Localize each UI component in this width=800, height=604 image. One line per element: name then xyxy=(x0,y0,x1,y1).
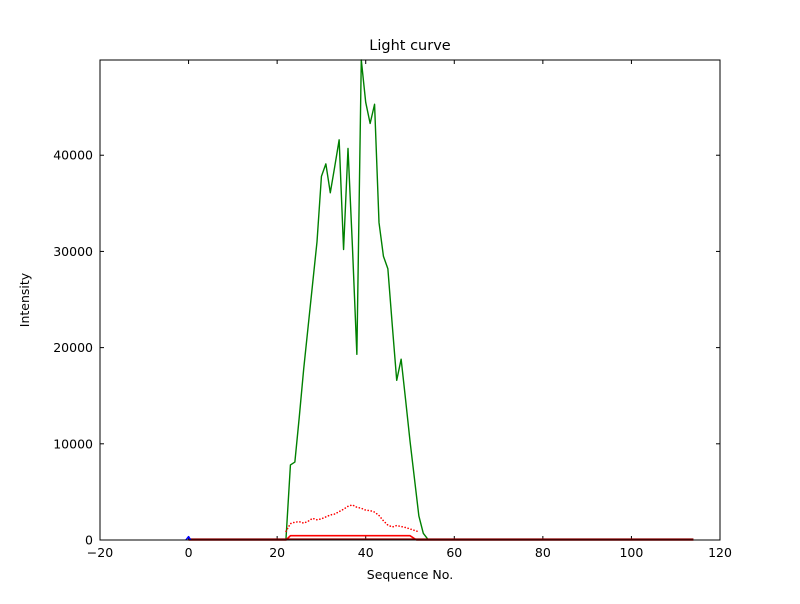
x-tick-label: 120 xyxy=(708,545,732,560)
x-tick-label: 0 xyxy=(185,545,193,560)
x-axis-label: Sequence No. xyxy=(367,567,453,582)
y-tick-label: 0 xyxy=(85,533,93,548)
x-tick-label: 40 xyxy=(358,545,374,560)
plot-series xyxy=(185,59,694,541)
chart-title: Light curve xyxy=(369,38,451,54)
series-background-dotted xyxy=(285,504,420,533)
x-tick-label: 60 xyxy=(446,545,462,560)
x-tick-label: 80 xyxy=(535,545,551,560)
y-tick-label: 10000 xyxy=(53,436,93,451)
series-main-lightcurve xyxy=(285,59,429,540)
x-tick-label: 100 xyxy=(619,545,643,560)
x-tick-label: −20 xyxy=(87,545,113,560)
axis-ticks xyxy=(99,60,721,541)
y-axis-label: Intensity xyxy=(17,272,32,327)
y-tick-label: 20000 xyxy=(53,340,93,355)
x-tick-label: 20 xyxy=(269,545,285,560)
series-start-spike xyxy=(185,535,192,541)
y-tick-label: 30000 xyxy=(53,244,93,259)
plot-frame xyxy=(99,59,721,541)
y-tick-label: 40000 xyxy=(53,148,93,163)
